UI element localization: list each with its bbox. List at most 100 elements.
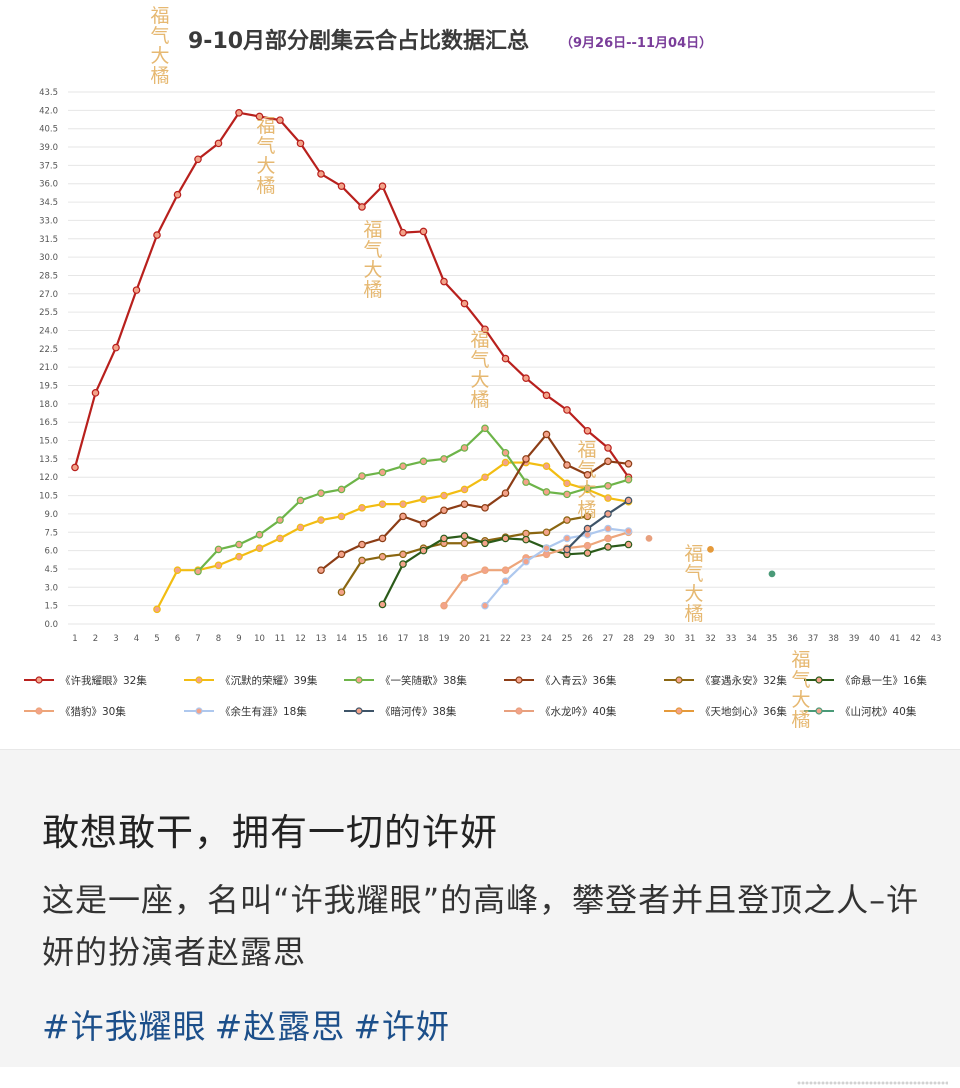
dot <box>817 1081 821 1085</box>
data-point <box>235 552 243 561</box>
data-point <box>563 406 571 414</box>
x-tick-label: 8 <box>216 634 221 644</box>
data-point <box>481 424 489 433</box>
data-point <box>481 566 489 574</box>
series-line <box>566 499 630 551</box>
data-point <box>440 455 448 463</box>
series-line <box>320 433 629 572</box>
data-point <box>399 550 407 559</box>
legend-label: 《水龙吟》40集 <box>540 705 617 718</box>
data-point <box>378 534 387 543</box>
y-tick-label: 42.0 <box>39 106 58 116</box>
x-tick-label: 27 <box>603 634 614 644</box>
line-chart: 9-10月部分剧集云合占比数据汇总 （9月26日--11月04日） 0.0 1.5 3.… <box>24 28 941 718</box>
x-tick-label: 22 <box>500 634 511 644</box>
x-tick-label: 11 <box>275 634 286 644</box>
dot <box>853 1081 857 1085</box>
data-point <box>563 479 571 488</box>
data-point <box>337 550 346 559</box>
y-tick-label: 28.5 <box>39 271 58 281</box>
data-point <box>522 455 530 463</box>
hashtag-link[interactable]: #赵露思 <box>214 1007 346 1046</box>
x-tick-label: 21 <box>480 634 491 644</box>
x-tick-label: 19 <box>439 634 450 644</box>
data-point <box>542 488 551 496</box>
data-point <box>583 524 592 533</box>
y-tick-label: 13.5 <box>39 455 58 465</box>
data-point <box>235 108 243 117</box>
data-point <box>563 490 571 499</box>
watermark-3: 福气大橘 <box>363 219 383 301</box>
y-tick-label: 10.5 <box>39 492 58 502</box>
y-tick-label: 31.5 <box>39 235 58 245</box>
data-point <box>337 485 346 494</box>
y-tick-label: 6.0 <box>44 547 58 557</box>
data-point <box>522 374 530 382</box>
data-point <box>501 489 510 497</box>
data-point <box>501 458 510 467</box>
dot <box>897 1081 901 1085</box>
dot <box>857 1081 861 1085</box>
data-point <box>337 512 346 521</box>
data-point <box>317 489 325 497</box>
hashtag-link[interactable]: #许妍 <box>353 1007 450 1046</box>
data-point <box>440 534 448 543</box>
data-point <box>255 530 264 539</box>
x-tick-label: 26 <box>582 634 593 644</box>
dot <box>849 1081 853 1085</box>
data-point <box>460 532 469 540</box>
more-dots-icon <box>797 1081 948 1085</box>
legend-marker <box>355 676 363 684</box>
x-tick-label: 38 <box>828 634 839 644</box>
dot <box>877 1081 881 1085</box>
data-point <box>358 472 366 480</box>
y-tick-label: 1.5 <box>44 602 58 612</box>
x-tick-label: 5 <box>154 634 159 644</box>
y-tick-label: 7.5 <box>44 528 58 538</box>
y-tick-label: 39.0 <box>39 143 58 153</box>
data-point <box>112 343 120 352</box>
data-point <box>296 496 305 505</box>
y-tick-label: 4.5 <box>44 565 58 575</box>
data-point <box>563 516 571 524</box>
data-point <box>542 391 551 400</box>
y-tick-label: 36.0 <box>39 180 58 190</box>
y-tick-label: 34.5 <box>39 198 58 208</box>
hashtag-link[interactable]: #许我耀眼 <box>42 1007 207 1046</box>
data-point <box>460 573 469 582</box>
data-point <box>419 495 428 504</box>
dot <box>929 1081 933 1085</box>
dot <box>889 1081 893 1085</box>
y-tick-label: 12.0 <box>39 473 58 483</box>
data-point <box>481 601 489 610</box>
dot <box>837 1081 841 1085</box>
data-point <box>378 600 387 609</box>
series-line <box>73 111 630 478</box>
y-tick-label: 27.0 <box>39 290 58 300</box>
data-point <box>604 494 612 502</box>
y-tick-label: 22.5 <box>39 345 58 355</box>
watermark-1: 福气大橘 <box>150 5 170 87</box>
x-tick-label: 15 <box>357 634 368 644</box>
data-point <box>583 484 592 493</box>
data-point <box>501 566 510 574</box>
y-tick-label: 33.0 <box>39 216 58 226</box>
y-tick-label: 24.0 <box>39 326 58 336</box>
data-point <box>153 605 161 614</box>
x-tick-label: 20 <box>459 634 470 644</box>
x-tick-label: 42 <box>910 634 921 644</box>
x-tick-label: 41 <box>890 634 901 644</box>
x-tick-label: 9 <box>236 634 241 644</box>
legend-marker <box>515 676 523 684</box>
x-tick-label: 36 <box>787 634 798 644</box>
data-point <box>583 426 592 435</box>
legend-label: 《猎豹》30集 <box>60 705 126 718</box>
data-point <box>214 561 223 570</box>
data-point <box>399 462 407 471</box>
dot <box>933 1081 937 1085</box>
data-point <box>604 457 612 466</box>
x-tick-label: 31 <box>685 634 696 644</box>
dot <box>845 1081 849 1085</box>
data-point <box>583 549 592 557</box>
data-point <box>255 544 264 552</box>
